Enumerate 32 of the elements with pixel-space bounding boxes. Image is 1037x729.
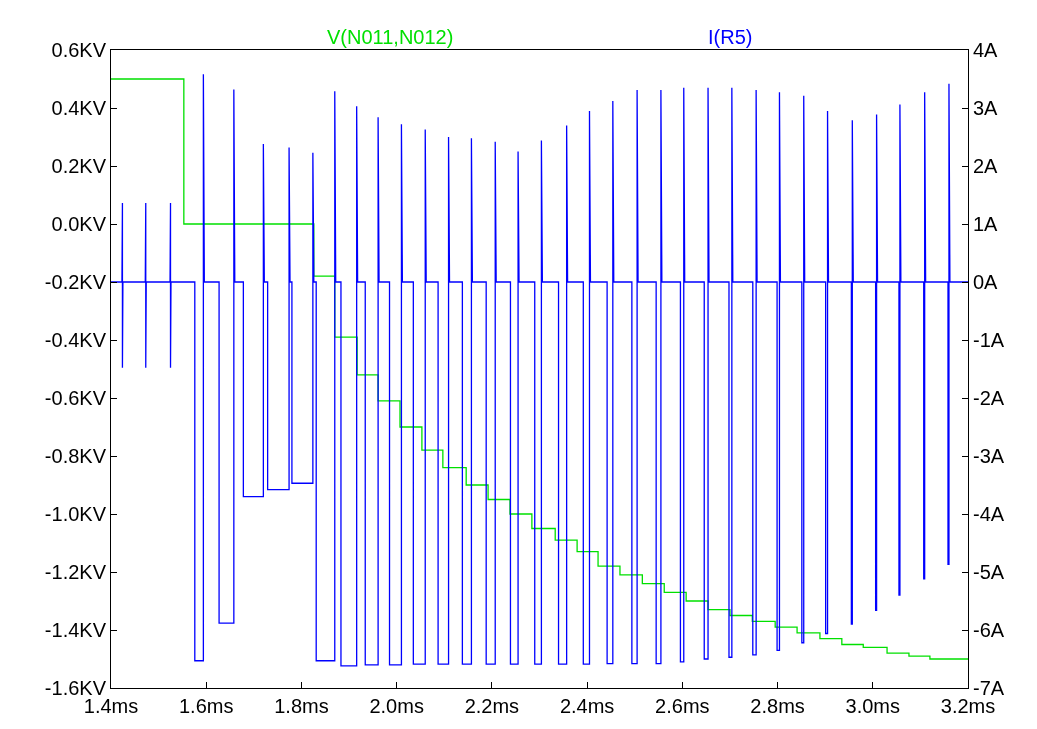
y-tick-label: -1.4KV	[44, 619, 107, 641]
y-tick-label: 0.2KV	[51, 155, 107, 177]
y2-tick-label: -5A	[973, 561, 1005, 583]
x-tick-label: 2.4ms	[559, 695, 615, 717]
y2-tick-label: 3A	[973, 97, 999, 119]
y2-tick-label: 1A	[973, 213, 999, 235]
y-tick-label: 0.4KV	[51, 97, 107, 119]
y-tick-label: -1.2KV	[44, 561, 107, 583]
y2-tick-label: 2A	[973, 155, 999, 177]
text: V(N011,N012)	[327, 26, 454, 48]
y2-tick-label: -2A	[973, 387, 1005, 409]
y2-tick-label: -3A	[973, 445, 1005, 467]
x-tick-label: 2.0ms	[369, 695, 424, 717]
x-tick-label: 2.8ms	[750, 695, 805, 717]
x-tick-label: 1.6ms	[178, 695, 234, 717]
y-tick-label: -0.8KV	[44, 445, 107, 467]
y-tick-label: 0.0KV	[51, 213, 107, 235]
y-tick-label: -1.0KV	[44, 503, 107, 525]
x-tick-label: 3.0ms	[845, 695, 901, 717]
y2-tick-label: -6A	[973, 619, 1005, 641]
series-label: I(R5)	[708, 26, 753, 48]
y2-tick-label: 0A	[973, 271, 999, 293]
x-tick-label: 2.6ms	[655, 695, 710, 717]
y-tick-label: 0.6KV	[51, 39, 107, 61]
y-tick-label: -0.6KV	[44, 387, 107, 409]
x-tick-label: 2.2ms	[464, 695, 520, 717]
y2-tick-label: -4A	[973, 503, 1005, 525]
y2-tick-label: -1A	[973, 329, 1005, 351]
y-tick-label: -0.2KV	[44, 271, 107, 293]
x-tick-label: 1.8ms	[274, 695, 329, 717]
y-tick-label: -0.4KV	[44, 329, 107, 351]
y2-tick-label: 4A	[973, 39, 999, 61]
